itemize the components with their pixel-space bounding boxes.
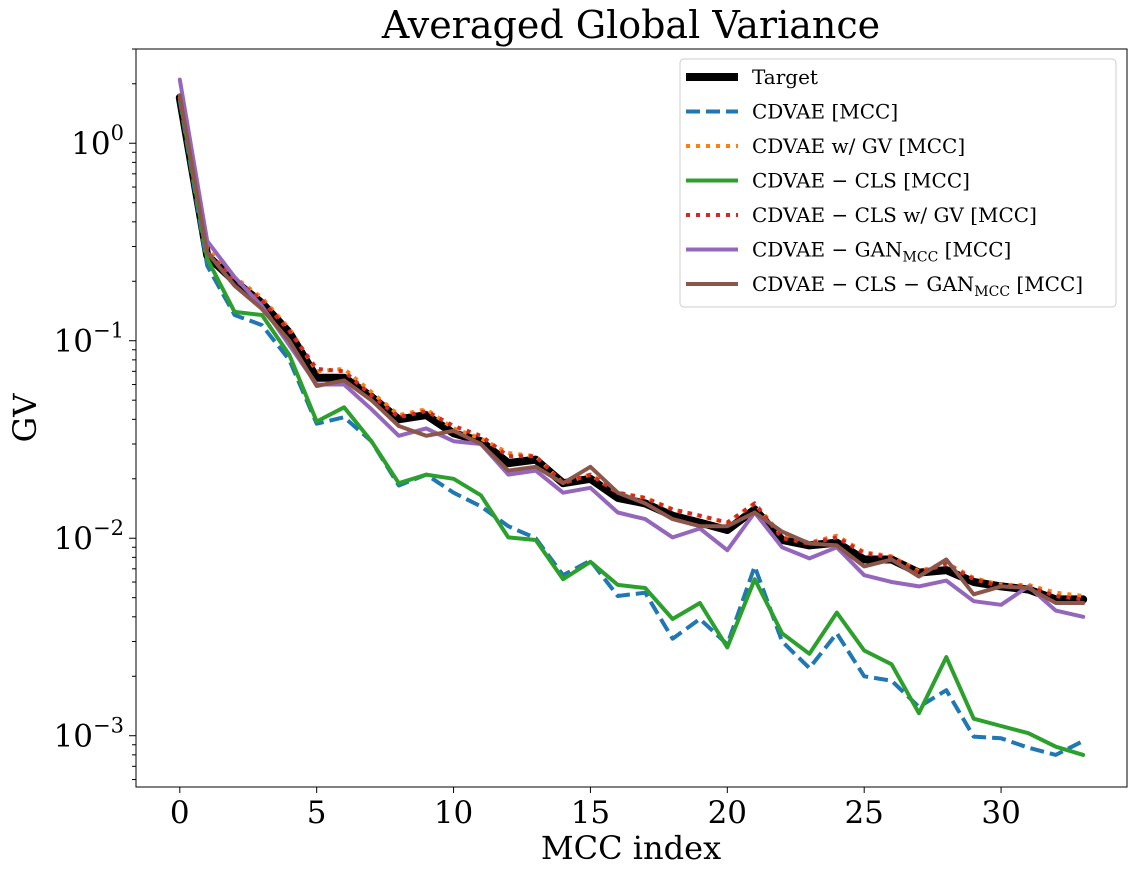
x-axis-label: MCC index	[541, 829, 721, 867]
chart-title: Averaged Global Variance	[381, 3, 880, 47]
x-tick-label: 15	[571, 795, 610, 831]
legend-label-6: CDVAE − CLS − GANMCC [MCC]	[752, 272, 1083, 300]
x-tick-label: 10	[434, 795, 473, 831]
x-axis: 0 5 10 15 20 25 30	[170, 787, 1021, 831]
y-tick-label: 100	[71, 121, 124, 162]
series-line-1	[177, 99, 1085, 757]
plot-frame	[135, 48, 1128, 788]
x-tick-label: 30	[981, 795, 1020, 831]
legend-label-2: CDVAE w/ GV [MCC]	[752, 134, 965, 158]
legend: Target CDVAE [MCC] CDVAE w/ GV [MCC] CDVAE …	[679, 58, 1117, 308]
y-tick-label: 10−1	[54, 319, 124, 360]
legend-frame	[679, 58, 1117, 308]
series-line-4	[177, 97, 1084, 602]
y-axis-label: GV	[6, 393, 44, 443]
legend-label-1: CDVAE [MCC]	[752, 100, 898, 124]
legend-label-5: CDVAE − GANMCC [MCC]	[752, 238, 1011, 266]
series-line-6	[177, 93, 1086, 605]
y-tick-label: 10−2	[54, 516, 124, 557]
legend-label-0: Target	[752, 65, 818, 89]
y-tick-label: 10−3	[54, 714, 124, 755]
x-tick-label: 5	[307, 795, 327, 831]
legend-label-4: CDVAE − CLS w/ GV [MCC]	[752, 203, 1037, 227]
x-tick-label: 25	[844, 795, 883, 831]
x-tick-label: 0	[170, 795, 190, 831]
series-line-0	[175, 93, 1088, 604]
series-line-3	[177, 95, 1086, 757]
legend-label-3: CDVAE − CLS [MCC]	[752, 169, 970, 193]
y-axis: 100 10−1 10−2 10−3	[54, 48, 136, 781]
series-layer	[175, 77, 1088, 757]
x-tick-label: 20	[708, 795, 747, 831]
